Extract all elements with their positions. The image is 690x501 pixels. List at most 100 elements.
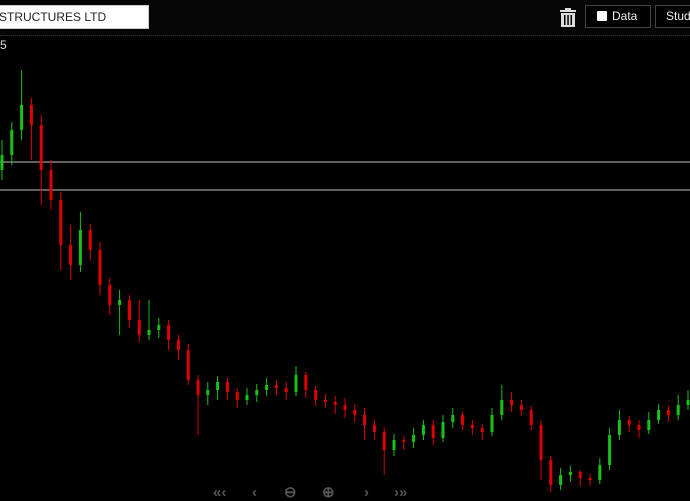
candle-body [333,402,337,405]
candle [0,140,4,180]
candle [225,378,229,400]
candle [470,420,474,435]
candle [98,242,102,295]
toolbar: STRUCTURES LTD Data Stud [0,0,690,36]
candle [402,436,406,450]
candle [549,456,553,492]
candle-body [627,420,631,425]
data-toggle-button[interactable]: Data [585,5,651,28]
candle [167,320,171,350]
candle-body [59,200,63,245]
zoom-in-icon[interactable]: ⊕ [322,484,335,501]
candle-body [225,382,229,392]
candle [304,372,308,398]
candle-body [127,300,131,320]
candle [216,376,220,400]
candle-body [402,440,406,442]
candle-body [519,405,523,410]
candle-body [274,385,278,388]
candle [314,386,318,406]
candle-body [78,230,82,265]
candle-body [353,410,357,415]
candle [196,375,200,435]
studies-label: Stud [666,9,690,23]
candle [559,468,563,490]
chevron-left-icon[interactable]: ‹ [252,484,257,501]
candle-body [49,170,53,200]
candle [78,212,82,272]
candle-body [421,425,425,435]
candle-body [137,320,141,335]
candle-body [39,125,43,170]
symbol-input[interactable]: STRUCTURES LTD [0,5,149,29]
candle-body [382,432,386,450]
candle [686,390,690,410]
candle-body [392,440,396,450]
candle [353,404,357,422]
trash-icon[interactable] [559,8,577,27]
candle [568,466,572,482]
candle-body [529,410,533,425]
zoom-out-icon[interactable]: ⊖ [284,484,297,501]
candle [412,428,416,448]
price-label: 5 [0,38,7,52]
candle-body [412,435,416,442]
data-checkbox[interactable] [597,11,607,21]
candle [519,400,523,416]
chart-navigation: «‹ ‹ ⊖ ⊕ › ›» [0,484,690,501]
candle [588,474,592,486]
candle [186,344,190,385]
candle [529,406,533,430]
candle [392,434,396,456]
data-label: Data [612,9,638,23]
candle [431,420,435,445]
candle-body [20,105,24,130]
candle [421,420,425,440]
candle [88,224,92,260]
candle-body [206,390,210,395]
candle [480,424,484,440]
candle [539,420,543,480]
candle [10,122,14,165]
candle [137,300,141,342]
candle-body [500,400,504,415]
candle-body [98,250,102,285]
double-chevron-left-icon[interactable]: «‹ [213,484,227,501]
candle [323,394,327,408]
candle [372,420,376,440]
candle-body [284,388,288,392]
candle [666,406,670,422]
candle-body [647,420,651,430]
chevron-right-icon[interactable]: › [364,484,369,501]
candle-body [441,422,445,438]
candle [206,382,210,405]
candle-body [490,415,494,432]
candle-body [559,475,563,485]
studies-button[interactable]: Stud [655,5,690,28]
candle [39,115,43,205]
candle-body [157,325,161,330]
candle-body [196,380,200,395]
candle [578,470,582,486]
candle-body [676,405,680,415]
candle [20,70,24,140]
candle [284,382,288,400]
candle [617,410,621,440]
candle-body [568,472,572,475]
candle-body [578,472,582,478]
candle-body [588,478,592,480]
candle-body [657,410,661,420]
candle [608,428,612,470]
candle [245,388,249,405]
candle [69,225,73,280]
candle-body [480,428,484,432]
candle [363,408,367,440]
candle [147,300,151,340]
candle [441,415,445,442]
candle-body [323,400,327,402]
candle-body [176,340,180,350]
candle [255,384,259,402]
candle [676,395,680,420]
double-chevron-right-icon[interactable]: ›» [394,484,408,501]
